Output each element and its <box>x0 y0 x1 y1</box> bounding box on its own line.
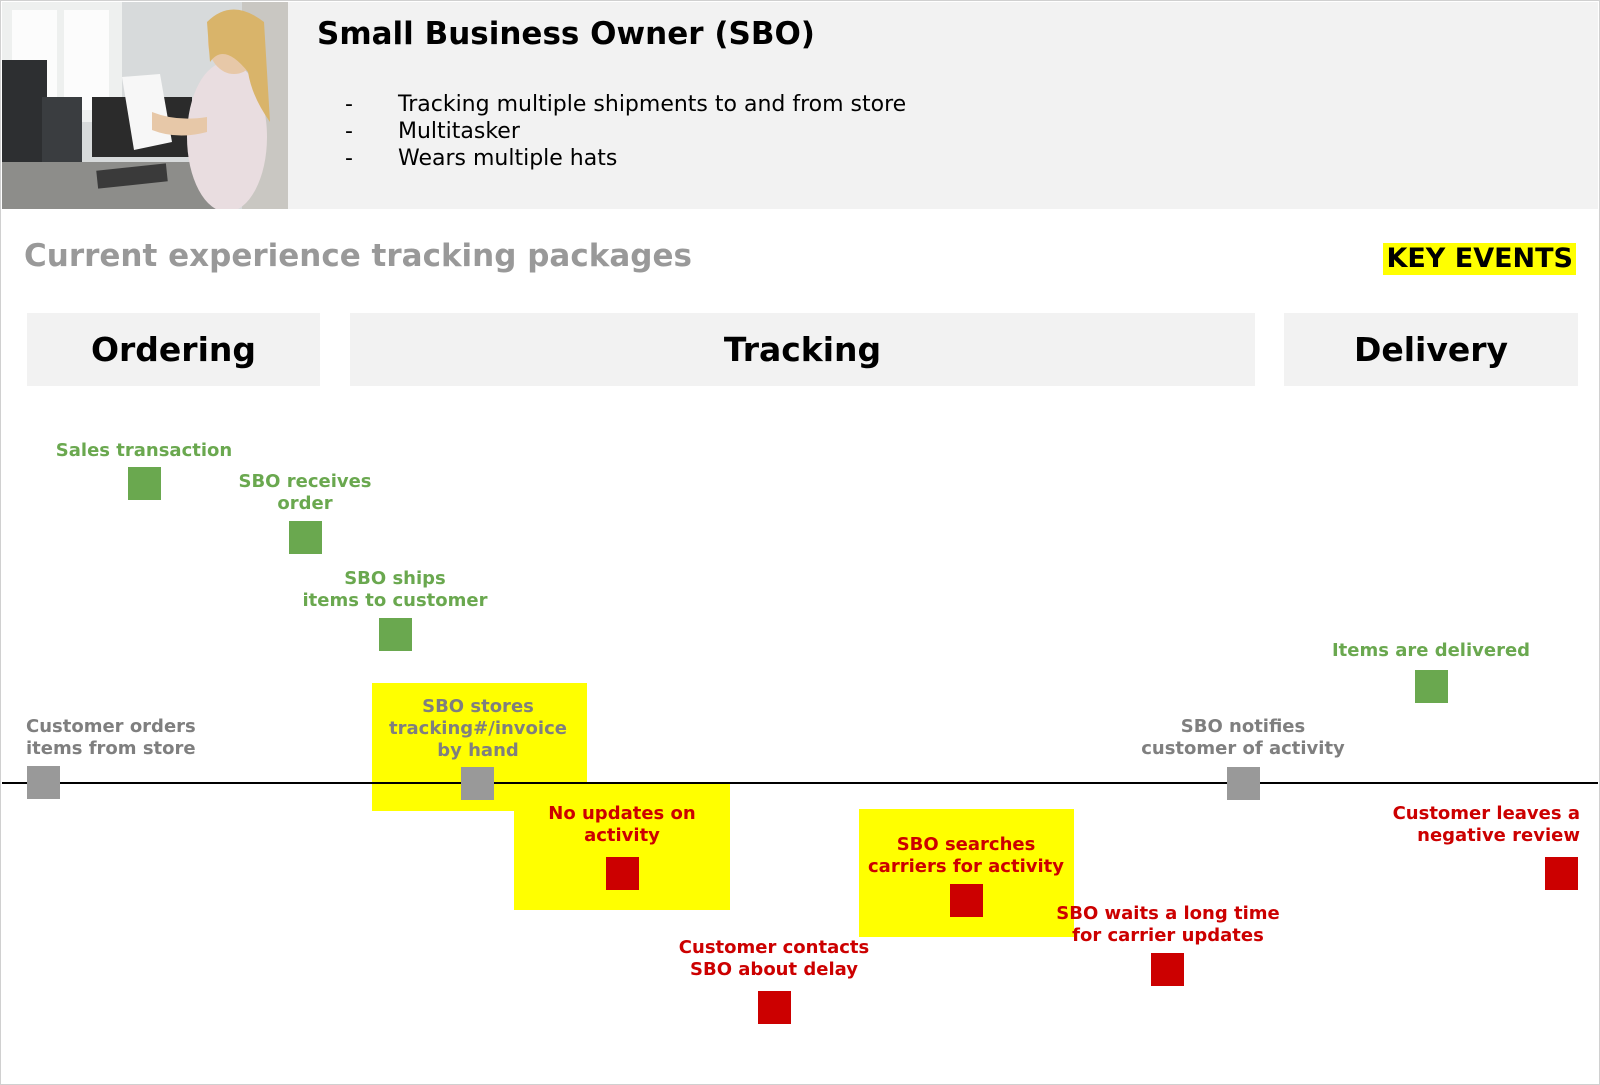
persona-bullet-text: Wears multiple hats <box>398 146 618 171</box>
event-label-sbo-notifies: SBO notifies customer of activity <box>1141 716 1345 759</box>
persona-bullet-text: Multitasker <box>398 119 520 144</box>
phase-delivery: Delivery <box>1284 313 1578 386</box>
event-label-sbo-ships-items: SBO ships items to customer <box>302 568 488 611</box>
persona-bullets: - Tracking multiple shipments to and from… <box>345 91 906 172</box>
phase-label: Ordering <box>90 330 257 369</box>
event-marker-sbo-notifies <box>1227 767 1260 800</box>
persona-bullet: - Tracking multiple shipments to and from… <box>345 92 907 117</box>
persona-photo <box>2 2 288 209</box>
event-label-sbo-receives-order: SBO receives order <box>238 471 372 514</box>
persona-bullet: - Multitasker <box>345 119 520 144</box>
event-marker-sales-transaction <box>128 467 161 500</box>
event-label-sbo-waits: SBO waits a long time for carrier update… <box>1056 903 1280 946</box>
persona-title: Small Business Owner (SBO) <box>317 16 815 52</box>
event-marker-customer-orders <box>27 766 60 799</box>
event-label-negative-review: Customer leaves a negative review <box>1392 803 1580 846</box>
persona-bullet: - Wears multiple hats <box>345 146 618 171</box>
phase-label: Delivery <box>1353 330 1509 369</box>
event-label-customer-orders: Customer orders items from store <box>26 716 196 759</box>
event-marker-customer-contacts <box>758 991 791 1024</box>
phase-label: Tracking <box>723 330 882 369</box>
event-marker-negative-review <box>1545 857 1578 890</box>
event-marker-sbo-searches <box>950 884 983 917</box>
event-label-customer-contacts: Customer contacts SBO about delay <box>678 937 870 980</box>
event-marker-sbo-waits <box>1151 953 1184 986</box>
timeline-axis <box>2 782 1598 784</box>
event-marker-no-updates <box>606 857 639 890</box>
event-label-items-delivered: Items are delivered <box>1331 640 1531 661</box>
event-marker-sbo-ships-items <box>379 618 412 651</box>
event-marker-items-delivered <box>1415 670 1448 703</box>
event-marker-sbo-stores-tracking <box>461 767 494 800</box>
event-label-sbo-stores-tracking: SBO stores tracking#/invoice by hand <box>389 696 567 761</box>
phase-tracking: Tracking <box>350 313 1255 386</box>
event-label-no-updates: No updates on activity <box>548 803 696 846</box>
persona-bullet-text: Tracking multiple shipments to and from … <box>398 92 907 117</box>
event-label-sales-transaction: Sales transaction <box>55 440 233 461</box>
event-label-sbo-searches: SBO searches carriers for activity <box>868 834 1064 877</box>
phase-ordering: Ordering <box>27 313 320 386</box>
diagram-title: Current experience tracking packages <box>24 238 692 274</box>
key-events-legend: KEY EVENTS <box>1383 243 1576 275</box>
event-marker-sbo-receives-order <box>289 521 322 554</box>
